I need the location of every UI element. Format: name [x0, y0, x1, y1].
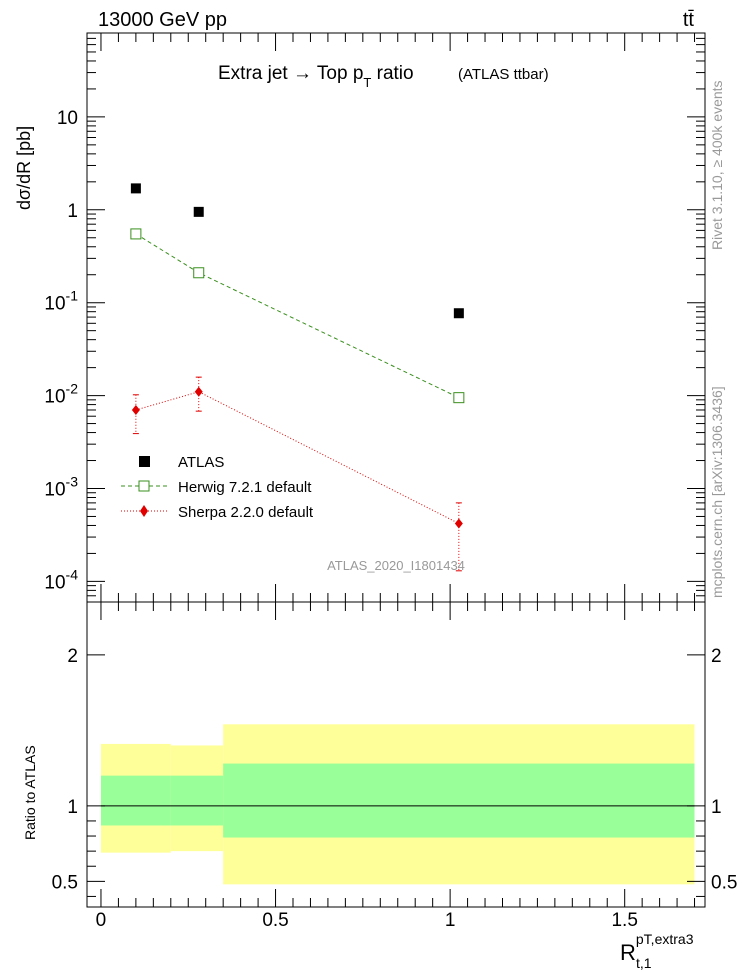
herwig-point [193, 267, 205, 279]
ratio-y-tick-label-right: 1 [711, 797, 722, 818]
x-tick-label: 1.5 [611, 910, 637, 931]
main-y-tick-label: 10-1 [44, 288, 78, 315]
ratio-inner-band-2 [223, 763, 695, 838]
ratio-y-tick-label-right: 0.5 [711, 872, 737, 893]
plot-title-sub: T [363, 75, 371, 90]
herwig-series [130, 228, 465, 404]
tick-base: 10 [44, 572, 65, 593]
sherpa-line [135, 391, 460, 524]
ratio-y-tick-label-left: 0.5 [52, 872, 78, 893]
herwig-point [453, 392, 465, 404]
plot-title-tail: ratio [371, 63, 413, 84]
ratio-y-tick-label-right: 2 [711, 646, 722, 667]
analysis-id: ATLAS_2020_I1801434 [327, 558, 465, 573]
ratio-inner-band-1 [170, 775, 224, 826]
legend-atlas-label: ATLAS [178, 454, 224, 471]
legend: ATLAS Herwig 7.2.1 default Sherpa 2.2.0 … [121, 454, 314, 521]
ratio-inner-band-0 [100, 775, 171, 826]
atlas-point [193, 206, 204, 217]
sherpa-point [454, 518, 463, 529]
tick-exponent: -4 [66, 566, 79, 582]
legend-sherpa-label: Sherpa 2.2.0 default [178, 504, 314, 521]
tick-base: 10 [44, 387, 65, 408]
tick-base: 10 [44, 294, 65, 315]
rivet-version-label: Rivet 3.1.10, ≥ 400k events [709, 80, 725, 250]
x-axis: 0 0.5 1 1.5 [96, 33, 696, 931]
mcplots-site-label: mcplots.cern.ch [arXiv:1306.3436] [709, 386, 725, 598]
x-axis-label: RpT,extra3 [620, 931, 694, 965]
x-tick-label: 0.5 [262, 910, 288, 931]
atlas-point [453, 308, 464, 319]
tick-exponent: -1 [66, 288, 79, 304]
ratio-uncertainty-bands [100, 724, 695, 885]
x-axis-label-main: R [620, 940, 636, 965]
ratio-y-tick-label-left: 1 [67, 797, 78, 818]
tick-exponent: -3 [66, 473, 79, 489]
main-y-tick-label: 10-2 [44, 381, 78, 408]
sherpa-point [131, 404, 140, 415]
main-y-tick-label: 1 [67, 201, 78, 222]
plot-title-small: (ATLAS ttbar) [458, 66, 549, 83]
header-energy-label: 13000 GeV pp [98, 9, 227, 31]
main-y-axis-label: dσ/dR [pb] [14, 126, 34, 210]
plot-title: Extra jet → Top pT ratio [218, 63, 414, 90]
legend-atlas-marker [139, 456, 150, 467]
ratio-y-tick-label-left: 2 [67, 646, 78, 667]
main-y-tick-label: 10 [57, 108, 78, 129]
legend-herwig-label: Herwig 7.2.1 default [178, 479, 312, 496]
x-tick-label: 1 [445, 910, 456, 931]
main-y-tick-label: 10-3 [44, 473, 78, 500]
sherpa-series [131, 376, 463, 572]
atlas-series [130, 183, 464, 319]
ratio-y-axis: 2 2 1 1 0.5 0.5 [52, 646, 737, 897]
sherpa-point [194, 386, 203, 397]
atlas-point [130, 183, 141, 194]
ratio-plot-frame [86, 601, 706, 908]
legend-sherpa-marker [140, 505, 148, 517]
ratio-y-axis-label: Ratio to ATLAS [22, 745, 38, 840]
x-tick-label: 0 [96, 910, 107, 931]
header-process-label: tt̄ [683, 9, 695, 31]
legend-herwig-marker [138, 480, 150, 492]
x-axis-label-sub: t,1 [636, 955, 652, 971]
tick-exponent: -2 [66, 381, 79, 397]
herwig-line [135, 233, 460, 399]
main-y-tick-label: 10-4 [44, 566, 78, 593]
plot-title-main: Extra jet → Top p [218, 63, 363, 84]
x-axis-label-sup: pT,extra3 [636, 931, 694, 947]
tick-base: 10 [44, 479, 65, 500]
herwig-point [130, 228, 142, 240]
